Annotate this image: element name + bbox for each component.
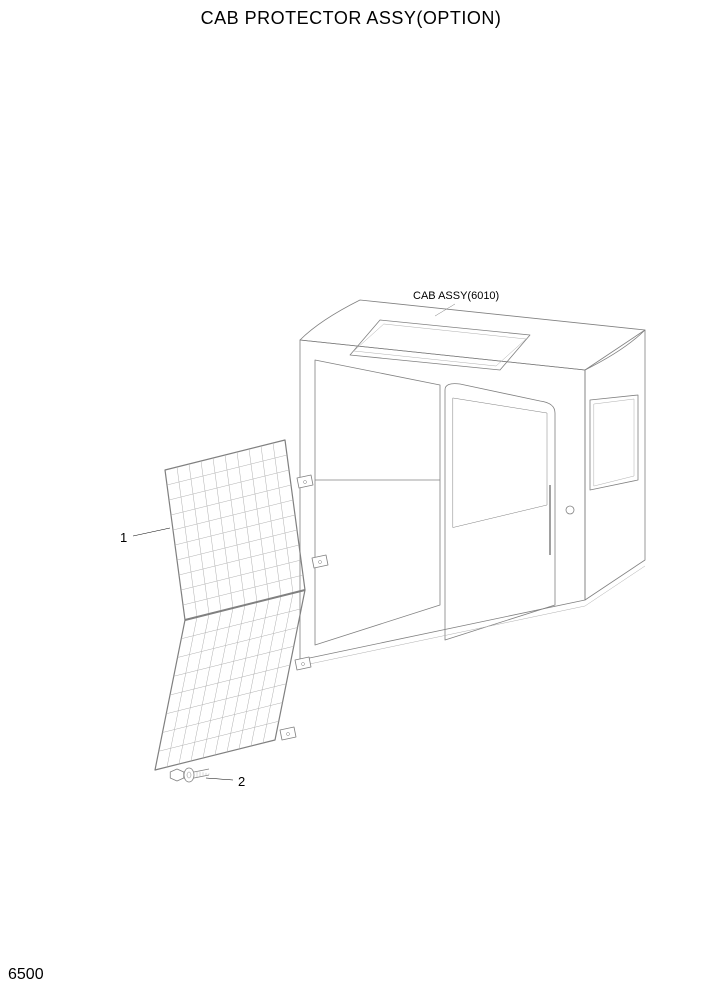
diagram-svg [0, 0, 702, 992]
